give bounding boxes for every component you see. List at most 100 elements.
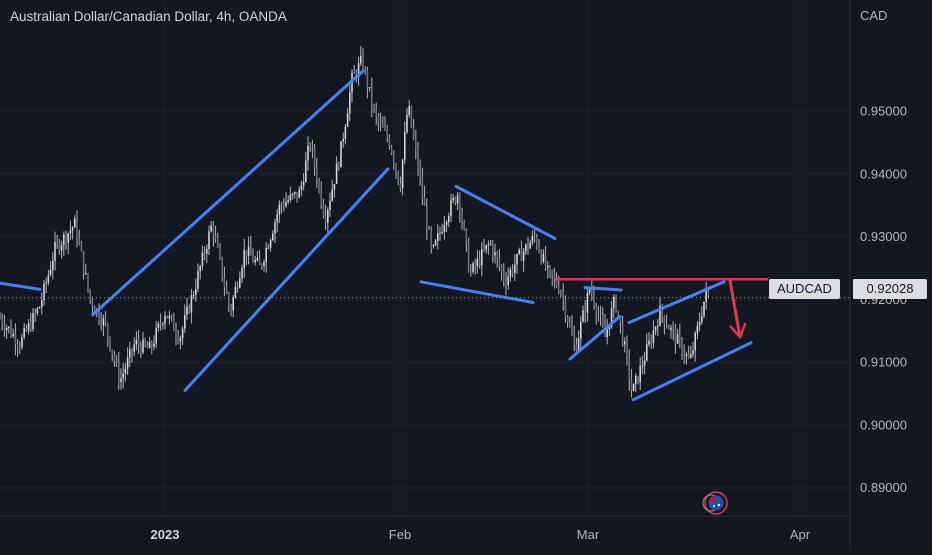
y-tick-label: 0.94000 bbox=[860, 166, 907, 181]
candle-body bbox=[228, 293, 230, 307]
candle-body bbox=[155, 327, 157, 344]
candle-body bbox=[47, 274, 50, 283]
trendline-drawing[interactable] bbox=[0, 281, 42, 291]
candle-body bbox=[129, 349, 131, 358]
candle-body bbox=[624, 341, 626, 345]
candle-body bbox=[21, 336, 23, 348]
candle-body bbox=[135, 340, 138, 345]
trendline-drawing[interactable] bbox=[454, 184, 557, 240]
candle-body bbox=[3, 324, 6, 331]
candle-body bbox=[518, 249, 520, 254]
candle-body bbox=[608, 326, 611, 330]
candle-body bbox=[232, 297, 234, 311]
candle-body bbox=[43, 283, 45, 301]
candle-body bbox=[289, 194, 292, 201]
y-tick-label: 0.89000 bbox=[860, 480, 907, 495]
candle-body bbox=[476, 258, 479, 266]
arrow-drawing[interactable] bbox=[728, 279, 742, 339]
candle-body bbox=[593, 293, 595, 306]
candle-body bbox=[111, 349, 113, 355]
candle-body bbox=[71, 227, 74, 231]
trendline-drawing[interactable] bbox=[627, 280, 726, 325]
candle-body bbox=[122, 373, 124, 379]
drawings[interactable] bbox=[0, 69, 769, 402]
candle-body bbox=[8, 326, 10, 328]
candle-body bbox=[632, 383, 635, 391]
candle-body bbox=[382, 122, 384, 128]
time-axis[interactable]: 2023 Feb Mar Apr bbox=[151, 527, 811, 542]
candle-body bbox=[417, 149, 419, 170]
candle-body bbox=[16, 344, 19, 347]
candle-body bbox=[388, 138, 391, 147]
candle-body bbox=[617, 310, 619, 316]
candle-body bbox=[85, 273, 87, 275]
symbol-badge[interactable]: AUDCAD bbox=[769, 279, 840, 299]
candle-body bbox=[65, 234, 67, 243]
currency-label: CAD bbox=[860, 8, 888, 23]
candle-body bbox=[547, 266, 549, 268]
candle-body bbox=[694, 333, 696, 351]
candle-body bbox=[247, 246, 250, 256]
flag-icon[interactable] bbox=[702, 491, 728, 515]
candle-body bbox=[459, 194, 461, 213]
candle-body bbox=[421, 177, 424, 197]
y-tick-label: 0.90000 bbox=[860, 417, 907, 432]
candle-body bbox=[203, 252, 206, 254]
candle-body bbox=[217, 237, 219, 247]
candle-body bbox=[646, 344, 648, 361]
candle-body bbox=[591, 289, 593, 294]
candle-body bbox=[373, 106, 375, 110]
candle-body bbox=[173, 316, 175, 331]
candle-body bbox=[555, 278, 558, 286]
candle-body bbox=[267, 247, 270, 249]
candle-body bbox=[687, 354, 690, 358]
candle-body bbox=[179, 338, 182, 342]
candle-body bbox=[613, 296, 615, 309]
candle-body bbox=[100, 320, 102, 326]
trendline-drawing[interactable] bbox=[631, 341, 753, 402]
candle-body bbox=[298, 189, 300, 198]
trendline-drawing[interactable] bbox=[568, 314, 622, 361]
y-tick-label: 0.91000 bbox=[860, 355, 907, 370]
candle-body bbox=[553, 276, 556, 279]
candle-body bbox=[349, 92, 351, 114]
candle-body bbox=[91, 299, 94, 308]
candle-body bbox=[276, 214, 278, 223]
candle-body bbox=[503, 271, 505, 281]
candle-body bbox=[302, 181, 305, 186]
candle-body bbox=[124, 368, 127, 374]
candle-body bbox=[300, 185, 303, 190]
candle-body bbox=[437, 233, 439, 241]
candle-body bbox=[681, 339, 683, 355]
candle-body bbox=[621, 323, 624, 345]
candle-body bbox=[223, 277, 226, 287]
candle-body bbox=[450, 200, 452, 217]
trendline-drawing[interactable] bbox=[583, 285, 623, 292]
y-tick-label: 0.95000 bbox=[860, 104, 907, 119]
trendline-drawing[interactable] bbox=[91, 69, 365, 316]
candle-body bbox=[670, 327, 672, 330]
candle-body bbox=[522, 251, 525, 261]
candle-body bbox=[63, 234, 65, 246]
candle-body bbox=[661, 305, 663, 317]
candle-body bbox=[309, 145, 311, 148]
candle-body bbox=[170, 315, 173, 317]
candle-body bbox=[56, 242, 58, 244]
candle-body bbox=[384, 127, 386, 130]
candle-body bbox=[690, 354, 692, 358]
candle-body bbox=[454, 197, 457, 204]
trendline-drawing[interactable] bbox=[419, 280, 535, 305]
candle-body bbox=[197, 271, 199, 290]
candle-body bbox=[540, 251, 542, 262]
candle-body bbox=[643, 360, 646, 366]
candle-body bbox=[569, 322, 571, 326]
candle-body bbox=[221, 257, 223, 278]
trendline-drawing[interactable] bbox=[183, 167, 390, 392]
candle-body bbox=[467, 242, 470, 272]
candle-body bbox=[654, 326, 657, 331]
flag-icon-star bbox=[717, 503, 721, 507]
candle-body bbox=[214, 236, 217, 238]
